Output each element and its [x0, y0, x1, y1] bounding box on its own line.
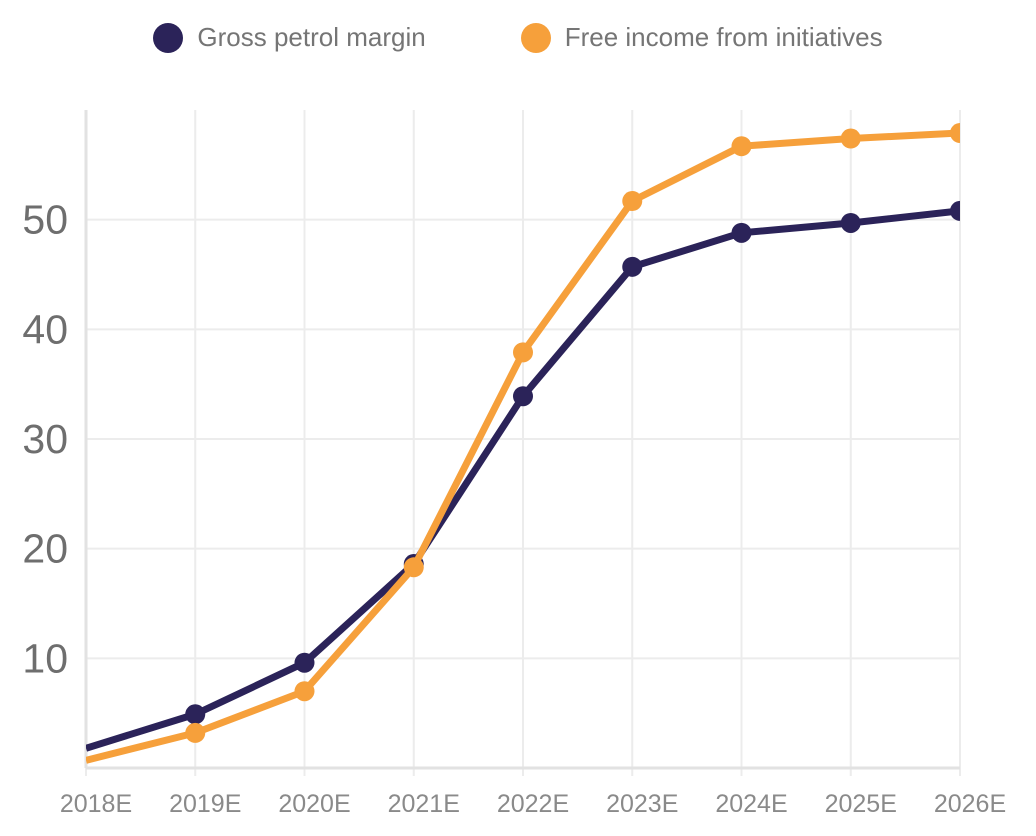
data-point: [513, 342, 533, 363]
x-tick-label: 2020E: [278, 790, 350, 818]
data-point: [294, 652, 315, 673]
x-tick-label: 2025E: [825, 790, 897, 818]
x-tick-label: 2026E: [934, 790, 1006, 818]
series-group: [86, 123, 960, 764]
data-point: [185, 704, 206, 725]
data-point: [731, 222, 752, 243]
x-tick-label: 2022E: [497, 790, 569, 818]
chart-legend: Gross petrol margin Free income from ini…: [0, 22, 1036, 53]
x-tick-label: 2024E: [715, 790, 787, 818]
y-tick-label: 20: [22, 526, 68, 572]
x-tick-label: 2018E: [60, 790, 132, 818]
data-point: [840, 128, 861, 149]
legend-item-gross-petrol-margin[interactable]: Gross petrol margin: [153, 22, 426, 53]
legend-item-free-income-from-initiatives[interactable]: Free income from initiatives: [520, 22, 883, 53]
data-point: [731, 136, 752, 157]
y-tick-label: 40: [22, 306, 68, 352]
data-point: [950, 123, 960, 144]
x-tick-label: 2021E: [388, 790, 460, 818]
y-tick-label: 30: [22, 416, 68, 462]
legend-label-gross-petrol-margin: Gross petrol margin: [197, 22, 426, 52]
data-point: [403, 557, 424, 578]
data-point: [622, 191, 643, 212]
data-point: [840, 212, 861, 233]
y-tick-label: 50: [22, 197, 68, 243]
legend-marker-free-income-from-initiatives-icon: [520, 22, 551, 53]
data-point: [294, 681, 315, 702]
data-point: [622, 256, 643, 277]
data-point: [513, 386, 533, 407]
legend-label-free-income-from-initiatives: Free income from initiatives: [564, 22, 883, 52]
x-tick-label: 2023E: [606, 790, 678, 818]
y-tick-label: 10: [22, 635, 68, 681]
legend-marker-gross-petrol-margin-icon: [153, 22, 184, 53]
data-point: [185, 722, 206, 743]
x-tick-label: 2019E: [169, 790, 241, 818]
data-point: [950, 200, 960, 221]
